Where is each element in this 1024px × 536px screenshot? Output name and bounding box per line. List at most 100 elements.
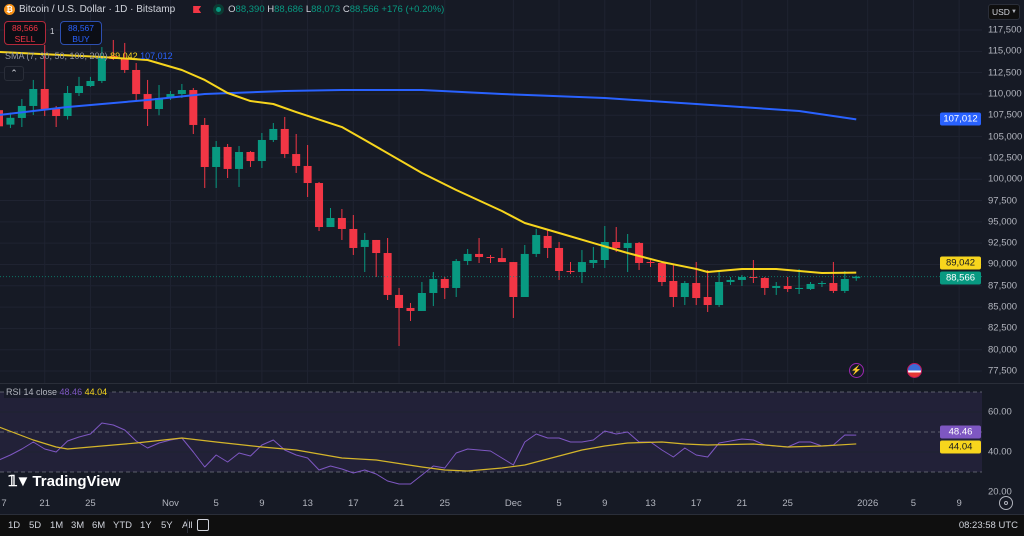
candle-body (177, 90, 186, 95)
range-button-ytd[interactable]: YTD (113, 520, 132, 531)
rsi-tick: 60.00 (988, 406, 1012, 418)
price-tick: 117,500 (988, 24, 1022, 36)
time-tick: Nov (161, 498, 179, 509)
candle-body (817, 283, 826, 285)
sma-legend[interactable]: SMA (7, 30, 50, 100, 200) 89,042 107,012 (5, 51, 173, 61)
tradingview-logo[interactable]: 𝟙▼ TradingView (8, 472, 121, 491)
candle-body (132, 69, 141, 95)
candle-body (200, 124, 209, 167)
candle-body (29, 88, 38, 106)
range-button-6m[interactable]: 6M (92, 520, 106, 531)
candle-body (783, 286, 792, 289)
candle-body (635, 242, 644, 263)
candle-body (189, 90, 198, 125)
chevron-down-icon: ▼ (1011, 9, 1017, 15)
candle-body (349, 228, 358, 248)
candle-body (383, 253, 392, 295)
sma50-price-label: 89,042 (940, 256, 981, 270)
price-axis[interactable]: 117,500 115,000 112,500 110,000 107,500 105,0… (982, 0, 1024, 498)
candle-body (623, 242, 632, 248)
range-button-1y[interactable]: 1Y (140, 520, 152, 531)
candle-body (120, 58, 129, 70)
currency-dropdown[interactable]: USD ▼ (988, 4, 1020, 20)
rsi-legend[interactable]: RSI 14 close 48.46 44.04 (4, 386, 110, 398)
price-tick: 107,500 (988, 109, 1023, 121)
symbol-title[interactable]: Bitcoin / U.S. Dollar · 1D · Bitstamp (19, 4, 176, 15)
candle-body (223, 146, 232, 169)
price-tick: 112,500 (988, 67, 1022, 79)
rsi-tick: 20.00 (988, 486, 1012, 498)
buy-button[interactable]: 88,567 BUY (60, 21, 102, 45)
time-tick: 17 (690, 498, 702, 509)
candle-body (760, 277, 769, 288)
rsi-pane[interactable] (0, 384, 982, 490)
time-tick: 9 (259, 498, 265, 509)
time-tick: 5 (556, 498, 562, 509)
candle-body (246, 151, 255, 162)
candle-body (75, 86, 84, 93)
candle-body (497, 258, 506, 263)
candle-body (326, 217, 335, 228)
pane-separator[interactable] (0, 383, 1024, 384)
price-tick: 95,000 (988, 216, 1018, 228)
candle-body (475, 253, 484, 258)
calendar-goto-icon[interactable] (197, 519, 209, 531)
time-axis[interactable]: 7 21 25 Nov 5 9 13 17 21 25 Dec 5 9 13 17 21 25 2026 5 9 (0, 490, 982, 514)
candle-body (795, 287, 804, 289)
candle-body (749, 276, 758, 278)
last-price-label: 88,566 (940, 271, 981, 285)
candle-body (600, 242, 609, 261)
gear-icon[interactable] (999, 496, 1013, 510)
candle-body (463, 253, 472, 262)
candle-body (269, 128, 278, 140)
spread-value: 1 (50, 27, 55, 36)
bitcoin-icon: ₿ (4, 4, 15, 15)
bottom-toolbar: 1D5D1M3M6MYTD1Y5YAll 08:23:58 UTC (0, 514, 1024, 536)
candle-body (280, 128, 289, 155)
time-tick: 13 (645, 498, 656, 509)
candle-body (155, 98, 164, 110)
price-tick: 87,500 (988, 280, 1018, 292)
price-tick: 115,000 (988, 45, 1022, 57)
candle-body (692, 283, 701, 299)
candle-body (440, 279, 449, 288)
time-tick: 25 (782, 498, 793, 509)
sma200-line (0, 89, 857, 121)
rsi-tick: 40.00 (988, 446, 1012, 458)
price-tick: 85,000 (988, 301, 1018, 313)
time-tick: 21 (393, 498, 405, 509)
candle-body (589, 260, 598, 263)
candle-body (646, 261, 655, 263)
candle-body (52, 109, 61, 117)
candle-body (852, 276, 861, 279)
candle-body (97, 56, 106, 81)
sell-button[interactable]: 88,566 SELL (4, 21, 46, 45)
candle-body (555, 247, 564, 272)
time-tick: 5 (910, 498, 917, 509)
flag-icon[interactable] (193, 6, 202, 13)
candle-body (315, 183, 324, 228)
range-button-1d[interactable]: 1D (8, 520, 21, 531)
range-button-1m[interactable]: 1M (50, 520, 64, 531)
candle-body (40, 88, 49, 110)
candle-body (737, 276, 746, 280)
us-flag-event-icon[interactable] (907, 363, 922, 378)
candle-body (6, 117, 15, 125)
candle-body (452, 261, 461, 288)
ohlc-values: O88,390 H88,686 L88,073 C88,566 +176 (+0… (228, 4, 445, 15)
rsi-ma-line (0, 426, 857, 472)
price-tick: 100,000 (988, 173, 1023, 185)
candle-body (372, 239, 381, 254)
candle-body (657, 262, 666, 282)
sma50-line (0, 51, 857, 274)
candle-body (166, 94, 175, 99)
candle-body (257, 139, 266, 162)
range-button-5d[interactable]: 5D (29, 520, 42, 531)
range-button-5y[interactable]: 5Y (161, 520, 173, 531)
price-chart-pane[interactable] (0, 0, 982, 383)
candle-body (532, 235, 541, 254)
range-button-3m[interactable]: 3M (71, 520, 85, 531)
collapse-legend-button[interactable]: ⌃ (4, 66, 24, 81)
lightning-event-icon[interactable]: ⚡ (849, 363, 864, 378)
price-tick: 77,500 (988, 365, 1018, 377)
